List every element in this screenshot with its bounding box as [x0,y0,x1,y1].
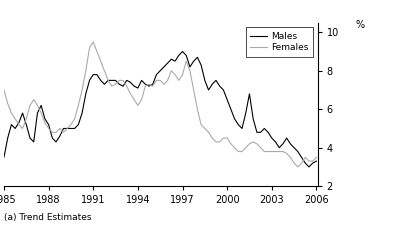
Line: Males: Males [4,52,316,167]
Females [314,156,319,159]
Females [295,165,300,168]
Text: %: % [355,20,364,30]
Males [180,50,185,53]
Females [102,69,107,72]
Males [158,69,163,72]
Females [2,89,6,91]
Males [98,79,103,82]
Females [91,41,96,43]
Males [2,156,6,159]
Males [110,79,114,82]
Females [303,156,308,159]
Males [299,156,304,159]
Line: Females: Females [4,42,316,167]
Males [314,160,319,163]
Females [113,83,118,86]
Females [54,131,58,134]
Text: (a) Trend Estimates: (a) Trend Estimates [4,213,91,222]
Males [306,165,311,168]
Males [94,73,99,76]
Females [98,60,103,62]
Legend: Males, Females: Males, Females [246,27,313,57]
Males [54,141,58,143]
Females [162,83,166,86]
